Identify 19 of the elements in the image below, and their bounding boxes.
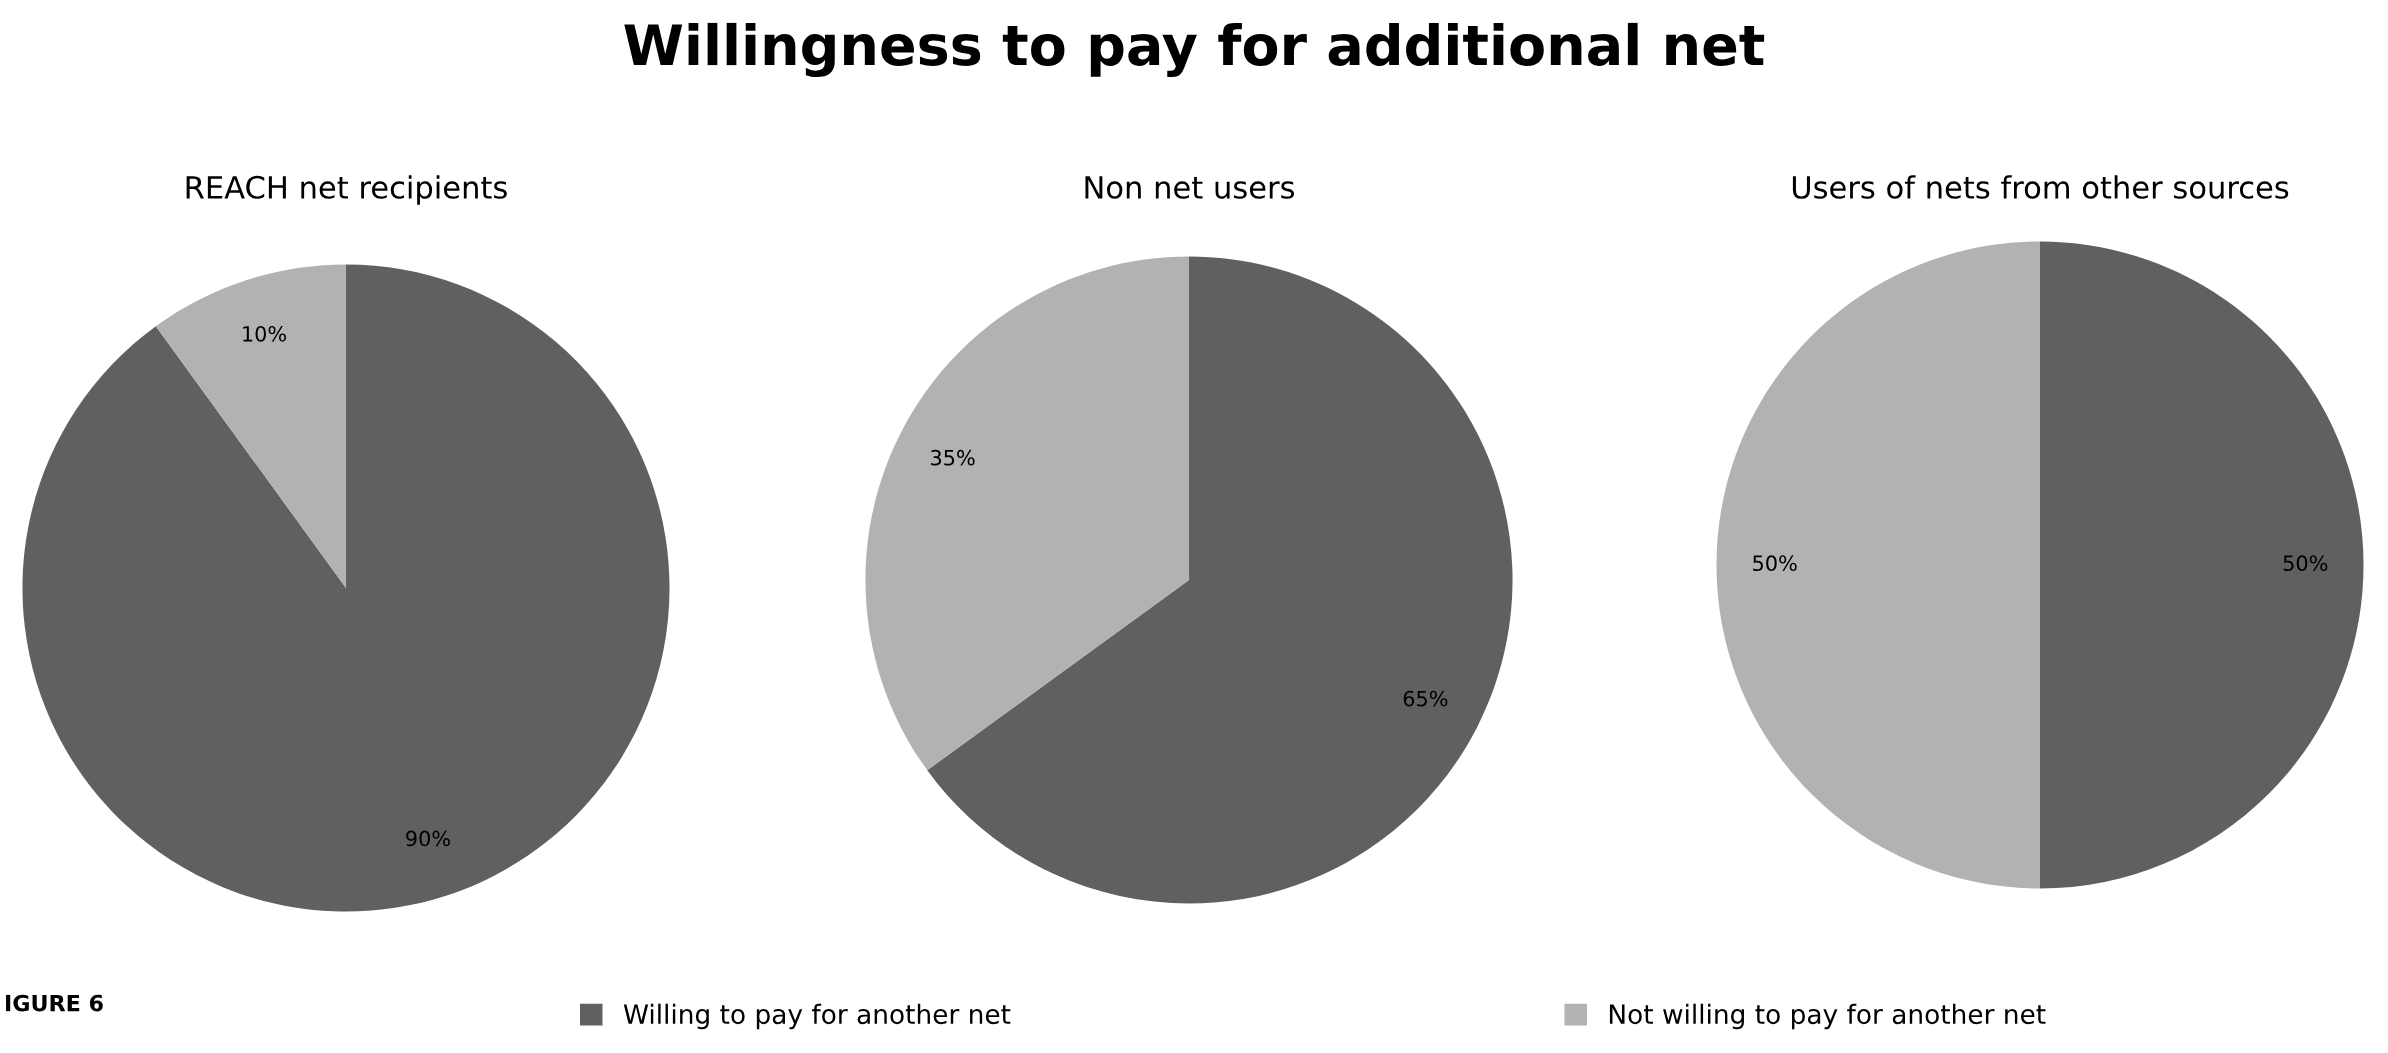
pie-slice <box>927 256 1513 904</box>
pie-slice <box>865 256 1189 771</box>
text: Willingness to pay for additional net <box>624 22 1765 78</box>
data-label: 10% <box>243 325 287 342</box>
data-label: 90% <box>406 830 450 847</box>
pie-slice <box>22 264 670 912</box>
data-label: 35% <box>931 449 975 466</box>
data-label: 50% <box>2283 555 2328 572</box>
pie-slice <box>2040 241 2364 889</box>
data-label: 50% <box>1753 555 1797 572</box>
chart-title: REACH net recipients <box>186 175 507 205</box>
legend-label: Willing to pay for another net <box>623 1003 1011 1030</box>
chart-title: Non net users <box>1085 176 1295 199</box>
data-label: 65% <box>1403 690 1448 707</box>
chart-title: Users of nets from other sources <box>1792 175 2289 199</box>
legend-label: Not willing to pay for another net <box>1609 1003 2046 1030</box>
pie-slice <box>1716 241 2040 889</box>
text: IGURE 6 <box>6 994 103 1012</box>
pie-slice <box>155 264 346 588</box>
